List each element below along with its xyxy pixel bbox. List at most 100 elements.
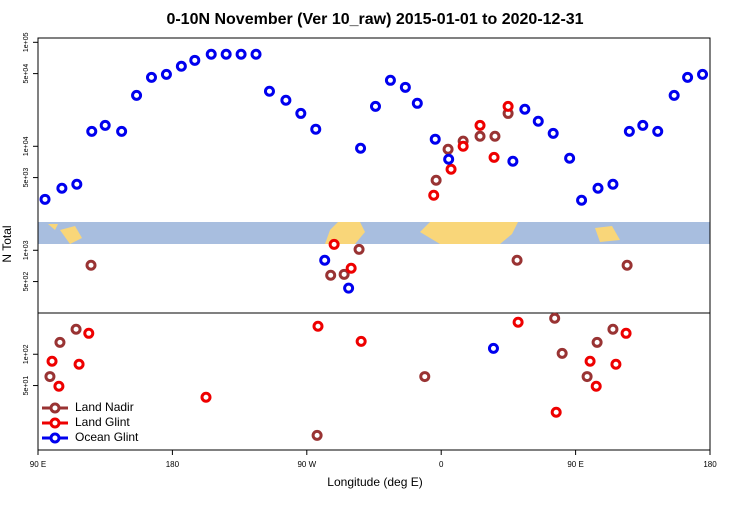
legend-label: Land Nadir: [75, 400, 134, 414]
x-axis-label: Longitude (deg E): [327, 475, 422, 489]
data-point: [263, 85, 275, 97]
x-tick-label: 90 E: [567, 460, 583, 469]
data-point: [591, 336, 603, 348]
data-point: [592, 182, 604, 194]
data-point: [319, 254, 331, 266]
data-point: [312, 320, 324, 332]
data-point: [488, 151, 500, 163]
data-point: [235, 48, 247, 60]
legend-label: Ocean Glint: [75, 430, 139, 444]
data-point: [419, 371, 431, 383]
x-tick-label: 180: [703, 460, 717, 469]
data-point: [610, 358, 622, 370]
data-point: [652, 125, 664, 137]
data-point: [220, 48, 232, 60]
data-point: [44, 371, 56, 383]
data-point: [39, 193, 51, 205]
data-point: [46, 355, 58, 367]
y-tick-label: 5e+02: [23, 272, 30, 292]
data-point: [547, 127, 559, 139]
data-point: [345, 262, 357, 274]
data-point: [369, 100, 381, 112]
data-point: [175, 60, 187, 72]
y-tick-label: 1e+04: [23, 136, 30, 156]
x-tick-label: 180: [166, 460, 180, 469]
data-point: [71, 178, 83, 190]
data-point: [338, 268, 350, 280]
data-point: [355, 142, 367, 154]
data-point: [502, 100, 514, 112]
data-point: [682, 71, 694, 83]
data-point: [85, 259, 97, 271]
data-point: [200, 391, 212, 403]
data-point: [590, 380, 602, 392]
data-point: [549, 312, 561, 324]
x-tick-label: 90 W: [297, 460, 316, 469]
data-point: [353, 243, 365, 255]
y-tick-label: 5e+04: [23, 64, 30, 84]
data-point: [556, 347, 568, 359]
data-point: [86, 125, 98, 137]
data-point: [428, 189, 440, 201]
x-tick-label: 0: [439, 460, 444, 469]
data-point: [607, 178, 619, 190]
data-point: [430, 174, 442, 186]
data-point: [250, 48, 262, 60]
data-point: [443, 153, 455, 165]
data-point: [668, 89, 680, 101]
data-point: [205, 48, 217, 60]
data-point: [99, 119, 111, 131]
data-point: [457, 140, 469, 152]
data-point: [564, 152, 576, 164]
data-point: [621, 259, 633, 271]
data-point: [70, 323, 82, 335]
y-tick-label: 5e+01: [23, 376, 30, 396]
data-point: [507, 155, 519, 167]
data-point: [54, 336, 66, 348]
x-tick-label: 90 E: [30, 460, 46, 469]
data-point: [53, 380, 65, 392]
data-point: [623, 125, 635, 137]
data-point: [489, 130, 501, 142]
data-point: [429, 133, 441, 145]
y-axis-label: N Total: [0, 225, 14, 262]
data-point: [411, 97, 423, 109]
data-point: [384, 74, 396, 86]
data-point: [584, 355, 596, 367]
data-point: [73, 358, 85, 370]
data-point: [399, 81, 411, 93]
data-point: [445, 163, 457, 175]
data-point: [519, 103, 531, 115]
data-point: [189, 54, 201, 66]
data-point: [280, 94, 292, 106]
data-point: [83, 327, 95, 339]
data-point: [56, 182, 68, 194]
data-point: [295, 107, 307, 119]
data-point: [145, 71, 157, 83]
legend-marker: [49, 417, 61, 429]
data-point: [328, 238, 340, 250]
legend-marker: [49, 432, 61, 444]
y-tick-label: 1e+03: [23, 240, 30, 260]
data-point: [512, 316, 524, 328]
data-point: [343, 282, 355, 294]
y-tick-label: 1e+05: [23, 32, 30, 52]
map-strip: [38, 222, 710, 244]
legend-label: Land Glint: [75, 415, 130, 429]
data-point: [581, 371, 593, 383]
data-point: [325, 269, 337, 281]
data-point: [116, 125, 128, 137]
y-tick-label: 1e+02: [23, 344, 30, 364]
data-point: [160, 68, 172, 80]
legend-marker: [49, 402, 61, 414]
data-point: [532, 115, 544, 127]
data-point: [607, 323, 619, 335]
data-point: [697, 68, 709, 80]
chart-title: 0-10N November (Ver 10_raw) 2015-01-01 t…: [166, 11, 583, 28]
data-point: [637, 119, 649, 131]
data-point: [576, 194, 588, 206]
data-point: [311, 429, 323, 441]
data-point: [487, 342, 499, 354]
